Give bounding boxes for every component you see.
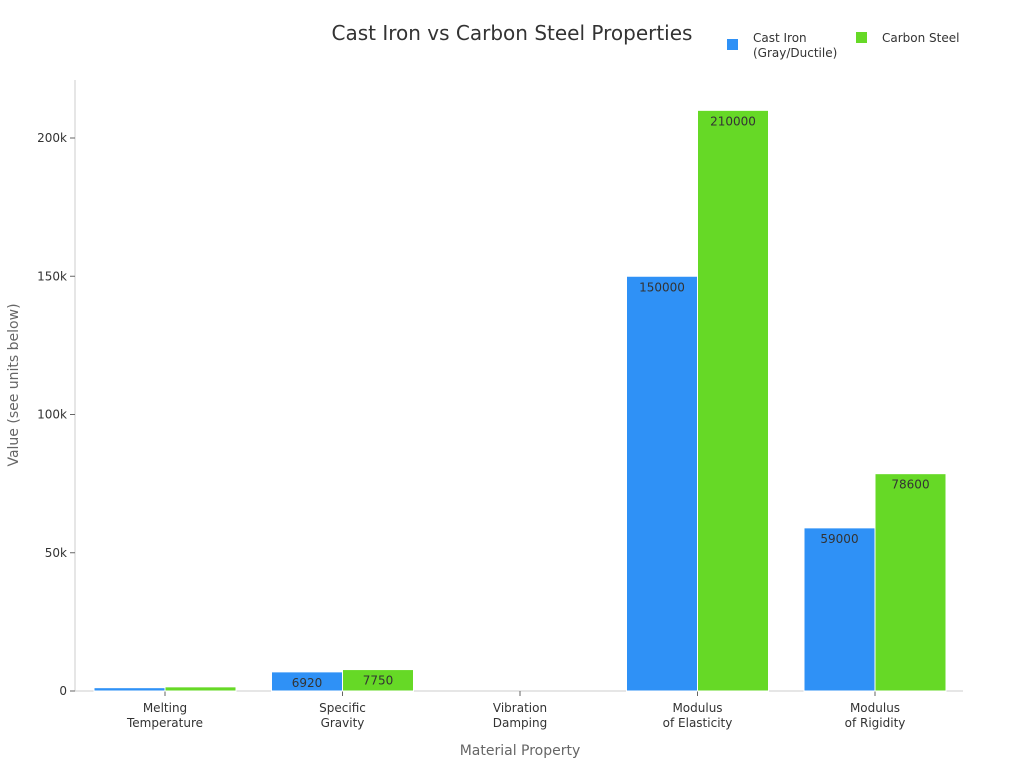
data-label: 78600: [891, 478, 929, 492]
legend-label: Cast Iron: [753, 31, 807, 45]
y-axis-label: Value (see units below): [6, 303, 22, 466]
y-tick-label: 200k: [37, 131, 67, 145]
y-tick-label: 0: [59, 684, 67, 698]
x-tick-label: Vibration: [493, 701, 547, 715]
x-tick-label: of Rigidity: [845, 716, 906, 730]
bar-carbon-steel: [164, 686, 237, 692]
bar-cast-iron: [626, 275, 698, 692]
x-tick-label: Specific: [319, 701, 366, 715]
data-label: 6920: [292, 676, 323, 690]
legend-label: Carbon Steel: [882, 31, 959, 45]
data-label: 7750: [363, 674, 394, 688]
legend-swatch-carbon-steel: [856, 32, 867, 43]
y-tick-label: 50k: [45, 546, 67, 560]
chart-title: Cast Iron vs Carbon Steel Properties: [332, 21, 693, 45]
bar-carbon-steel: [697, 109, 769, 692]
y-tick-label: 150k: [37, 269, 67, 283]
data-label: 59000: [820, 532, 858, 546]
bar-cast-iron: [93, 687, 166, 692]
bar-cast-iron: [803, 527, 876, 692]
x-tick-label: Temperature: [126, 716, 203, 730]
data-label: 210000: [710, 114, 756, 128]
legend-swatch-cast-iron: [727, 39, 738, 50]
x-tick-label: Melting: [143, 701, 187, 715]
x-tick-label: Modulus: [672, 701, 722, 715]
x-tick-label: Damping: [493, 716, 547, 730]
y-tick-label: 100k: [37, 408, 67, 422]
x-tick-label: Gravity: [321, 716, 365, 730]
x-tick-label: Modulus: [850, 701, 900, 715]
x-axis-label: Material Property: [460, 743, 581, 759]
legend-label: (Gray/Ductile): [753, 46, 837, 60]
x-tick-label: of Elasticity: [663, 716, 733, 730]
data-label: 150000: [639, 280, 685, 294]
bar-carbon-steel: [342, 669, 414, 692]
bar-carbon-steel: [874, 473, 947, 692]
